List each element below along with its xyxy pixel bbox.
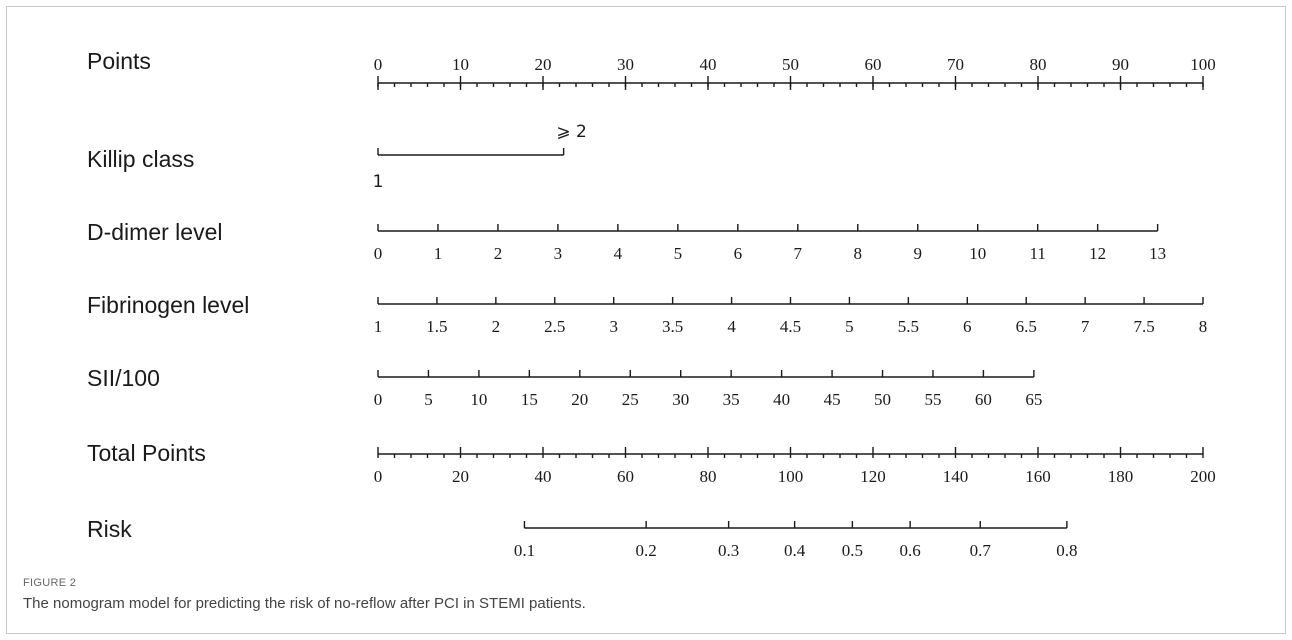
tick-label-fibrinogen-level: 7 — [1081, 317, 1090, 336]
tick-label-sii-100: 20 — [571, 390, 588, 409]
tick-label-fibrinogen-level: 8 — [1199, 317, 1208, 336]
tick-label-d-dimer-level: 11 — [1029, 244, 1045, 263]
tick-label-sii-100: 55 — [924, 390, 941, 409]
tick-label-points: 50 — [782, 55, 799, 74]
tick-label-total-points: 200 — [1190, 467, 1216, 486]
figure-caption: The nomogram model for predicting the ri… — [23, 595, 586, 612]
tick-label-fibrinogen-level: 3 — [609, 317, 618, 336]
tick-label-fibrinogen-level: 1.5 — [426, 317, 447, 336]
tick-label-sii-100: 5 — [424, 390, 433, 409]
tick-label-total-points: 180 — [1108, 467, 1134, 486]
figure-frame: Points 0 10 20 30 40 50 60 70 80 90 100 Killip class… — [6, 6, 1286, 634]
tick-label-fibrinogen-level: 2.5 — [544, 317, 565, 336]
tick-label-risk: 0.3 — [718, 541, 739, 560]
tick-label-sii-100: 40 — [773, 390, 790, 409]
tick-label-sii-100: 15 — [521, 390, 538, 409]
tick-label-d-dimer-level: 12 — [1089, 244, 1106, 263]
tick-label-points: 30 — [617, 55, 634, 74]
tick-label-fibrinogen-level: 2 — [492, 317, 501, 336]
tick-label-risk: 0.5 — [842, 541, 863, 560]
tick-label-fibrinogen-level: 5 — [845, 317, 854, 336]
tick-label-total-points: 40 — [535, 467, 552, 486]
tick-label-fibrinogen-level: 4 — [727, 317, 736, 336]
tick-label-points: 70 — [947, 55, 964, 74]
tick-label-points: 100 — [1190, 55, 1216, 74]
tick-label-fibrinogen-level: 3.5 — [662, 317, 683, 336]
row-label-killip-class: Killip class — [87, 146, 194, 172]
tick-label-total-points: 140 — [943, 467, 969, 486]
tick-label-total-points: 20 — [452, 467, 469, 486]
row-label-fibrinogen-level: Fibrinogen level — [87, 292, 249, 318]
tick-label-fibrinogen-level: 6.5 — [1016, 317, 1037, 336]
tick-label-killip-class: 1 — [373, 172, 384, 192]
tick-label-fibrinogen-level: 1 — [374, 317, 383, 336]
tick-label-risk: 0.8 — [1056, 541, 1077, 560]
tick-label-points: 10 — [452, 55, 469, 74]
tick-label-total-points: 160 — [1025, 467, 1051, 486]
tick-label-risk: 0.2 — [636, 541, 657, 560]
tick-label-killip-class: ⩾ 2 — [556, 122, 586, 142]
row-label-sii-100: SII/100 — [87, 365, 160, 391]
tick-label-sii-100: 35 — [723, 390, 740, 409]
tick-label-total-points: 120 — [860, 467, 886, 486]
tick-label-sii-100: 50 — [874, 390, 891, 409]
tick-label-d-dimer-level: 10 — [969, 244, 986, 263]
tick-label-fibrinogen-level: 7.5 — [1133, 317, 1154, 336]
tick-label-risk: 0.6 — [900, 541, 921, 560]
tick-label-points: 80 — [1030, 55, 1047, 74]
tick-label-d-dimer-level: 2 — [494, 244, 503, 263]
tick-label-total-points: 100 — [778, 467, 804, 486]
tick-label-sii-100: 65 — [1025, 390, 1042, 409]
tick-label-d-dimer-level: 5 — [674, 244, 683, 263]
tick-label-d-dimer-level: 1 — [434, 244, 443, 263]
row-label-d-dimer-level: D-dimer level — [87, 219, 222, 245]
tick-label-fibrinogen-level: 6 — [963, 317, 972, 336]
row-label-risk: Risk — [87, 516, 132, 542]
tick-label-d-dimer-level: 8 — [854, 244, 863, 263]
tick-label-sii-100: 0 — [374, 390, 383, 409]
tick-label-points: 40 — [700, 55, 717, 74]
tick-label-points: 0 — [374, 55, 383, 74]
tick-label-total-points: 0 — [374, 467, 383, 486]
tick-label-d-dimer-level: 0 — [374, 244, 383, 263]
tick-label-d-dimer-level: 13 — [1149, 244, 1166, 263]
tick-label-sii-100: 45 — [824, 390, 841, 409]
tick-label-sii-100: 10 — [470, 390, 487, 409]
tick-label-fibrinogen-level: 4.5 — [780, 317, 801, 336]
tick-label-d-dimer-level: 7 — [794, 244, 803, 263]
row-label-total-points: Total Points — [87, 440, 206, 466]
tick-label-total-points: 80 — [700, 467, 717, 486]
tick-label-sii-100: 60 — [975, 390, 992, 409]
tick-label-points: 90 — [1112, 55, 1129, 74]
tick-label-sii-100: 30 — [672, 390, 689, 409]
tick-label-risk: 0.4 — [784, 541, 806, 560]
tick-label-d-dimer-level: 6 — [734, 244, 743, 263]
tick-label-total-points: 60 — [617, 467, 634, 486]
tick-label-risk: 0.1 — [514, 541, 535, 560]
tick-label-risk: 0.7 — [970, 541, 992, 560]
figure-label: FIGURE 2 — [23, 577, 77, 589]
tick-label-points: 20 — [535, 55, 552, 74]
tick-label-d-dimer-level: 3 — [554, 244, 563, 263]
tick-label-fibrinogen-level: 5.5 — [898, 317, 919, 336]
tick-label-points: 60 — [865, 55, 882, 74]
tick-label-sii-100: 25 — [622, 390, 639, 409]
tick-label-d-dimer-level: 4 — [614, 244, 623, 263]
tick-label-d-dimer-level: 9 — [913, 244, 922, 263]
row-label-points: Points — [87, 48, 151, 74]
